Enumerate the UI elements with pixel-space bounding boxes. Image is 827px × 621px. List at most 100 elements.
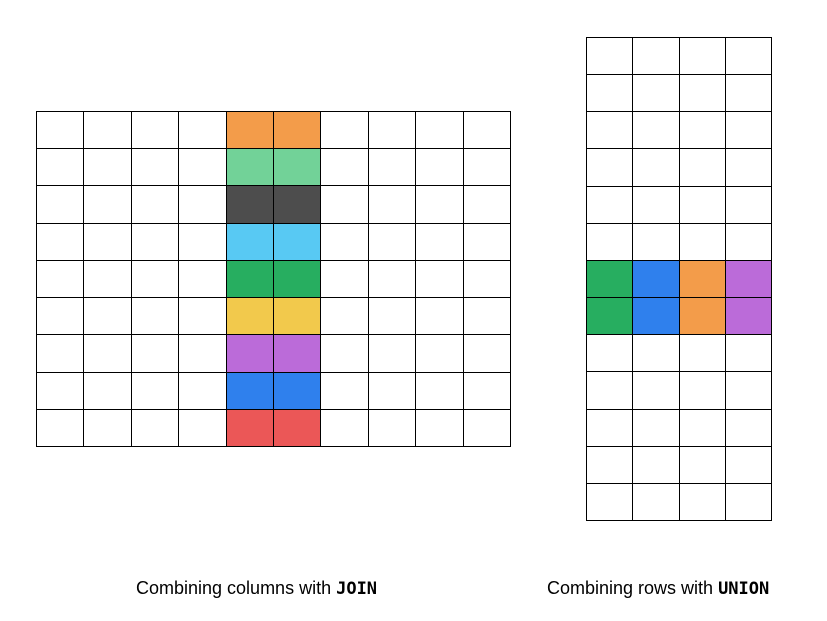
union-cell — [679, 335, 726, 373]
union-cell — [587, 483, 634, 521]
join-cell — [84, 186, 132, 224]
join-caption-text: Combining columns with — [136, 578, 337, 598]
join-cell — [37, 223, 85, 261]
join-cell — [84, 298, 132, 336]
union-highlight-cell — [679, 260, 726, 299]
union-cell — [725, 149, 772, 187]
union-caption: Combining rows with UNION — [547, 578, 769, 599]
join-cell — [179, 186, 227, 224]
join-cell — [416, 186, 464, 224]
join-cell — [321, 372, 369, 410]
join-highlight-cell — [274, 223, 322, 261]
union-cell — [587, 75, 634, 113]
join-cell — [84, 112, 132, 150]
join-cell — [131, 112, 180, 150]
union-cell — [587, 223, 634, 261]
union-caption-text: Combining rows with — [547, 578, 719, 598]
join-cell — [37, 149, 85, 187]
join-cell — [416, 149, 464, 187]
join-cell — [368, 223, 417, 261]
join-cell — [37, 112, 85, 150]
union-highlight-cell — [587, 260, 634, 299]
union-highlight-cell — [725, 260, 772, 299]
join-cell — [37, 335, 85, 373]
join-cell — [368, 186, 417, 224]
join-highlight-cell — [226, 372, 274, 410]
join-cell — [368, 298, 417, 336]
union-cell — [725, 409, 772, 447]
union-cell — [725, 186, 772, 224]
join-cell — [84, 409, 132, 447]
union-cell — [633, 335, 680, 373]
union-highlight-cell — [725, 298, 772, 336]
join-cell — [416, 112, 464, 150]
union-highlight-cell — [633, 298, 680, 336]
join-highlight-cell — [226, 112, 274, 150]
join-cell — [37, 372, 85, 410]
union-cell — [587, 335, 634, 373]
union-cell — [679, 446, 726, 484]
join-cell — [84, 335, 132, 373]
join-cell — [368, 335, 417, 373]
join-cell — [179, 260, 227, 299]
join-cell — [84, 372, 132, 410]
union-cell — [679, 186, 726, 224]
union-cell — [679, 75, 726, 113]
join-cell — [368, 260, 417, 299]
union-cell — [633, 112, 680, 150]
join-cell — [321, 186, 369, 224]
join-cell — [321, 409, 369, 447]
union-cell — [633, 186, 680, 224]
join-cell — [131, 260, 180, 299]
join-highlight-cell — [274, 409, 322, 447]
union-cell — [725, 112, 772, 150]
join-cell — [179, 298, 227, 336]
union-cell — [679, 409, 726, 447]
join-cell — [321, 223, 369, 261]
union-cell — [633, 446, 680, 484]
union-cell — [633, 149, 680, 187]
join-highlight-cell — [274, 372, 322, 410]
join-highlight-cell — [226, 223, 274, 261]
join-cell — [463, 186, 511, 224]
join-highlight-cell — [274, 335, 322, 373]
join-highlight-cell — [274, 149, 322, 187]
join-cell — [416, 223, 464, 261]
union-highlight-cell — [633, 260, 680, 299]
union-cell — [679, 149, 726, 187]
union-highlight-cell — [587, 298, 634, 336]
join-cell — [463, 372, 511, 410]
join-cell — [131, 149, 180, 187]
join-cell — [321, 335, 369, 373]
union-cell — [587, 186, 634, 224]
join-cell — [368, 112, 417, 150]
join-highlight-cell — [274, 298, 322, 336]
join-cell — [416, 409, 464, 447]
join-cell — [37, 260, 85, 299]
join-cell — [131, 372, 180, 410]
join-cell — [179, 223, 227, 261]
join-cell — [37, 186, 85, 224]
join-cell — [463, 112, 511, 150]
union-cell — [725, 38, 772, 76]
union-cell — [587, 112, 634, 150]
join-highlight-cell — [274, 260, 322, 299]
join-cell — [179, 335, 227, 373]
join-cell — [37, 298, 85, 336]
union-grid — [586, 37, 772, 521]
union-cell — [679, 483, 726, 521]
union-cell — [587, 409, 634, 447]
join-cell — [321, 149, 369, 187]
join-cell — [463, 223, 511, 261]
join-cell — [84, 149, 132, 187]
join-keyword: JOIN — [336, 579, 378, 599]
union-cell — [587, 372, 634, 410]
join-cell — [84, 223, 132, 261]
join-cell — [368, 409, 417, 447]
union-cell — [633, 372, 680, 410]
join-cell — [368, 372, 417, 410]
join-highlight-cell — [226, 186, 274, 224]
join-cell — [131, 335, 180, 373]
join-cell — [368, 149, 417, 187]
join-highlight-cell — [226, 298, 274, 336]
